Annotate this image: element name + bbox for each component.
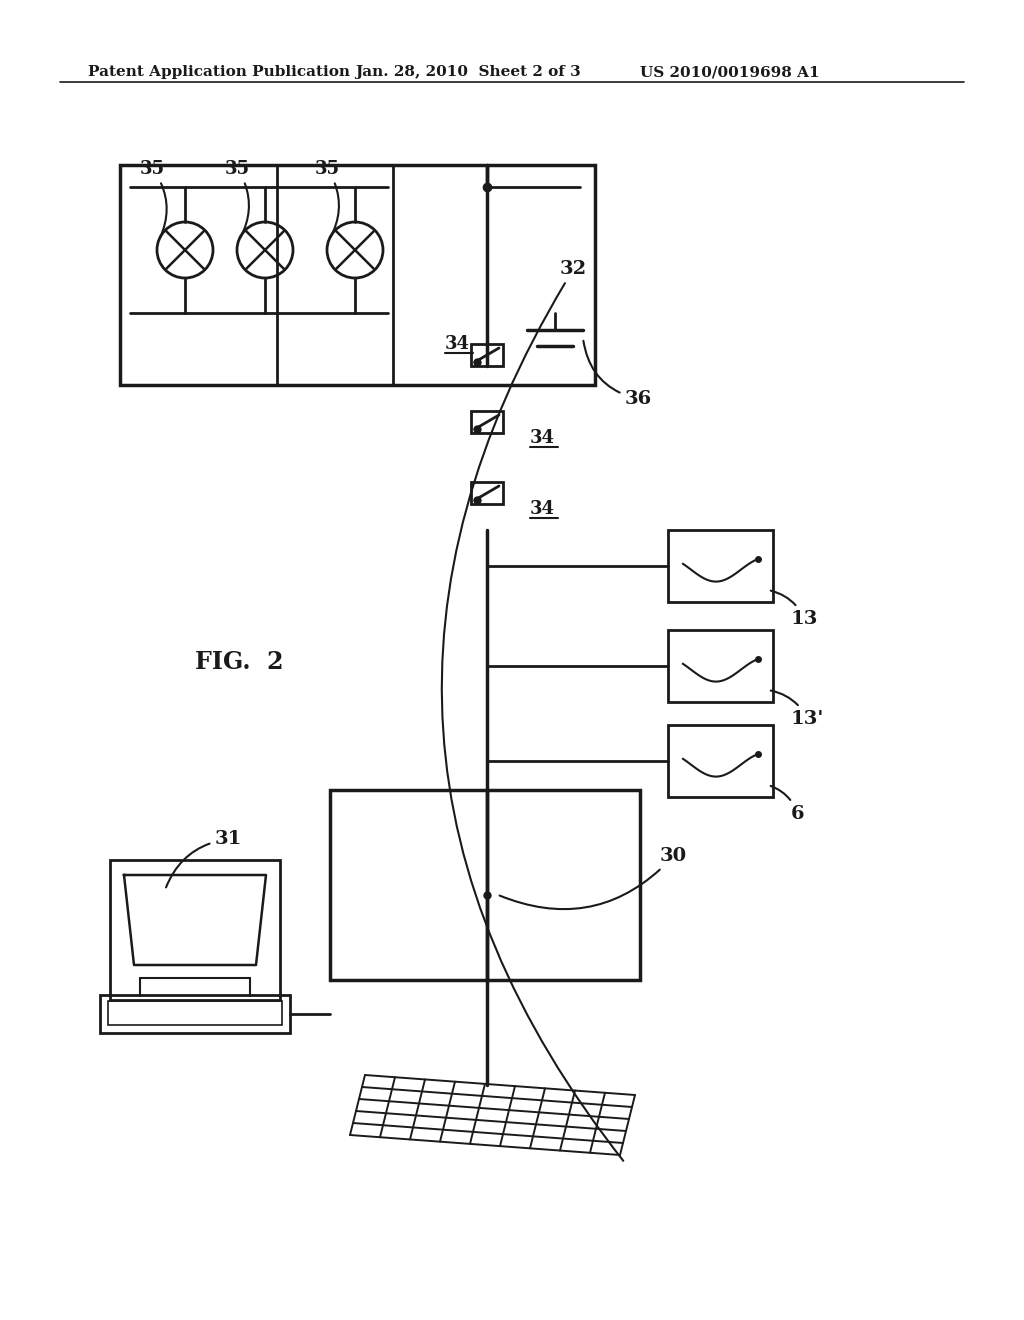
Text: FIG.  2: FIG. 2 xyxy=(195,649,284,675)
Text: 13': 13' xyxy=(771,690,824,729)
Text: 35: 35 xyxy=(140,160,167,238)
Bar xyxy=(668,531,773,602)
Text: 13: 13 xyxy=(771,590,818,628)
Text: 32: 32 xyxy=(441,260,624,1160)
Text: 31: 31 xyxy=(166,830,243,887)
Bar xyxy=(100,995,290,1034)
Text: US 2010/0019698 A1: US 2010/0019698 A1 xyxy=(640,65,819,79)
Text: 34: 34 xyxy=(530,429,555,447)
Text: 36: 36 xyxy=(584,341,652,408)
Text: 6: 6 xyxy=(771,785,805,822)
Text: Patent Application Publication: Patent Application Publication xyxy=(88,65,350,79)
Bar xyxy=(330,789,640,979)
Bar xyxy=(120,165,595,385)
Text: 34: 34 xyxy=(530,500,555,517)
Bar xyxy=(110,861,280,1001)
Text: 34: 34 xyxy=(445,335,470,352)
Bar xyxy=(668,725,773,797)
Text: 35: 35 xyxy=(315,160,340,238)
Bar xyxy=(471,411,503,433)
Bar xyxy=(471,345,503,366)
Bar xyxy=(108,1001,282,1026)
Bar xyxy=(471,482,503,504)
Bar xyxy=(668,630,773,702)
Text: 35: 35 xyxy=(225,160,250,238)
Text: Jan. 28, 2010  Sheet 2 of 3: Jan. 28, 2010 Sheet 2 of 3 xyxy=(355,65,581,79)
Text: 30: 30 xyxy=(500,847,687,909)
